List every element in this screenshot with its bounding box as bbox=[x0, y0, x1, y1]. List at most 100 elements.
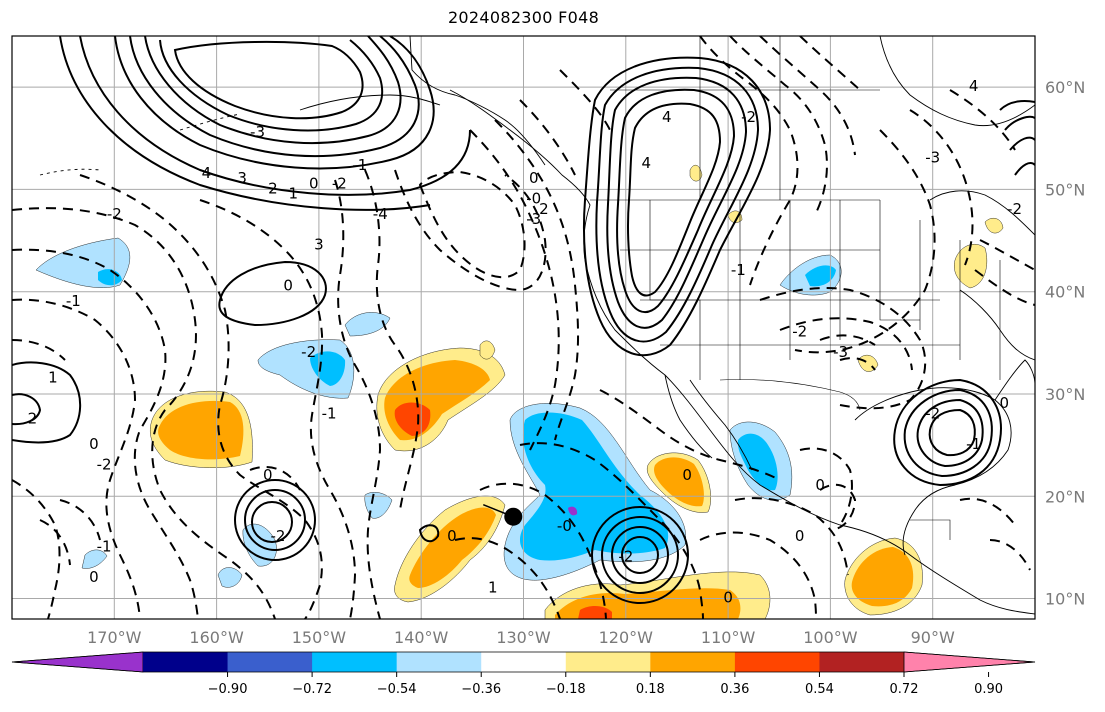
contour-label: 0 bbox=[309, 174, 319, 192]
lat-label: 10°N bbox=[1045, 590, 1085, 609]
lat-label: 40°N bbox=[1045, 283, 1085, 302]
shade-orange bbox=[851, 547, 914, 607]
shade-blue bbox=[737, 433, 778, 491]
contour-label: 0 bbox=[795, 527, 805, 545]
shade-orange bbox=[654, 457, 704, 507]
shade-blue bbox=[805, 265, 836, 287]
colorbar-outline bbox=[11, 651, 1036, 673]
contour-label: -2 bbox=[301, 343, 316, 361]
contour-label: 0 bbox=[89, 568, 99, 586]
colorbar-segment bbox=[734, 652, 820, 672]
contour-label: 1 bbox=[488, 578, 498, 596]
contour-label: -2 bbox=[792, 323, 807, 341]
colorbar-tick-label: −0.72 bbox=[292, 682, 332, 697]
colorbar-segment bbox=[227, 652, 313, 672]
contour-label: 2 bbox=[539, 200, 549, 218]
contour-label: 0 bbox=[283, 277, 293, 295]
contour-label: 0 bbox=[1000, 394, 1010, 412]
colorbar-tick-label: −0.36 bbox=[461, 682, 501, 697]
contour-labels: 4 32 10-1-2-33-40-2-1120-2-10-20-2-10-01-2… bbox=[28, 77, 1022, 607]
chart-title: 2024082300 F048 bbox=[447, 8, 600, 27]
contour-label: -1 bbox=[966, 435, 981, 453]
contour-label: 2 bbox=[28, 410, 38, 428]
shaded-field bbox=[35, 164, 1004, 619]
lon-label: 90°W bbox=[911, 628, 955, 647]
shade-yellow bbox=[984, 217, 1004, 234]
contour-label: 0 bbox=[263, 466, 273, 484]
contour-label: -3 bbox=[925, 149, 940, 167]
contour-label: -1 bbox=[322, 404, 337, 422]
shade-blue bbox=[520, 412, 669, 561]
contour-label: -1 bbox=[97, 537, 112, 555]
lon-label: 130°W bbox=[496, 628, 551, 647]
contour-label: 4 bbox=[969, 77, 979, 95]
contour-label: -2 bbox=[618, 548, 633, 566]
lon-label: 150°W bbox=[292, 628, 347, 647]
contour-label: -1 bbox=[352, 156, 367, 174]
latitude-labels: 60°N 50°N 40°N 30°N 20°N 10°N bbox=[1045, 78, 1085, 608]
contour-label: -2 bbox=[925, 404, 940, 422]
contour-label: 3 bbox=[237, 169, 247, 187]
colorbar-segment bbox=[481, 652, 567, 672]
colorbar-tick-label: −0.90 bbox=[208, 682, 248, 697]
coastlines bbox=[39, 36, 1035, 615]
contour-label: 3 bbox=[314, 236, 324, 254]
contour-label: 0 bbox=[723, 589, 733, 607]
contour-label: -3 bbox=[250, 123, 265, 141]
contour-label: 4 bbox=[641, 154, 651, 172]
shade-light-blue bbox=[217, 567, 243, 588]
gridlines bbox=[12, 36, 1035, 619]
contour-label: 0 bbox=[89, 435, 99, 453]
contour-label: -2 bbox=[270, 527, 285, 545]
contour-label: 2 bbox=[268, 179, 278, 197]
contour-label: -2 bbox=[1007, 200, 1022, 218]
contour-label: 1 bbox=[48, 369, 58, 387]
colorbar-tick-label: 0.18 bbox=[636, 682, 665, 697]
shade-orange bbox=[409, 507, 496, 588]
contour-label: 0 bbox=[447, 527, 457, 545]
shade-yellow bbox=[954, 244, 988, 289]
colorbar-tick-label: −0.54 bbox=[377, 682, 417, 697]
shade-light-blue bbox=[364, 492, 393, 519]
shade-yellow bbox=[689, 164, 703, 182]
contour-label: -2 bbox=[107, 205, 122, 223]
contour-label: -2 bbox=[97, 456, 112, 474]
contour-label: -0 bbox=[526, 190, 541, 208]
colorbar-tick-label: 0.72 bbox=[890, 682, 919, 697]
shade-yellow bbox=[479, 340, 496, 360]
longitude-labels: 170°W 160°W 150°W 140°W 130°W 120°W 110°W 100°W… bbox=[87, 628, 955, 647]
contour-label: 0 bbox=[529, 169, 539, 187]
colorbar-segment bbox=[143, 652, 229, 672]
contour-label: -1 bbox=[731, 261, 746, 279]
lat-label: 50°N bbox=[1045, 180, 1085, 199]
contour-label: -0 bbox=[557, 517, 572, 535]
colorbar-tick-label: 0.36 bbox=[720, 682, 749, 697]
colorbar-tick-label: 0.90 bbox=[974, 682, 1003, 697]
colorbar-extend-low bbox=[11, 651, 144, 673]
contour-label: 4 bbox=[202, 164, 212, 182]
colorbar-tick-label: 0.54 bbox=[805, 682, 834, 697]
shade-light-blue bbox=[81, 549, 108, 569]
colorbar-segment bbox=[396, 652, 482, 672]
contours bbox=[12, 36, 1035, 619]
contour-label: 0 bbox=[815, 476, 825, 494]
colorbar: −0.90 −0.72 −0.54 −0.36 −0.18 0.18 0.36 0.54 0.7… bbox=[11, 651, 1036, 697]
contour-label: 1 bbox=[289, 185, 299, 203]
lon-label: 110°W bbox=[701, 628, 756, 647]
shade-red-orange bbox=[578, 606, 612, 619]
shade-light-blue bbox=[344, 312, 391, 337]
lat-label: 30°N bbox=[1045, 385, 1085, 404]
colorbar-segment bbox=[650, 652, 736, 672]
contour-label: -2 bbox=[741, 108, 756, 126]
lat-label: 60°N bbox=[1045, 78, 1085, 97]
contour-label: -1 bbox=[66, 292, 81, 310]
colorbar-tick-label: −0.18 bbox=[546, 682, 586, 697]
map-plot-area: 4 32 10-1-2-33-40-2-1120-2-10-20-2-10-01-2… bbox=[12, 36, 1035, 619]
lon-label: 120°W bbox=[599, 628, 654, 647]
contour-label: -3 bbox=[526, 210, 541, 228]
lat-label: 20°N bbox=[1045, 487, 1085, 506]
lon-label: 100°W bbox=[803, 628, 858, 647]
colorbar-segment bbox=[312, 652, 398, 672]
contour-label: -4 bbox=[373, 205, 388, 223]
